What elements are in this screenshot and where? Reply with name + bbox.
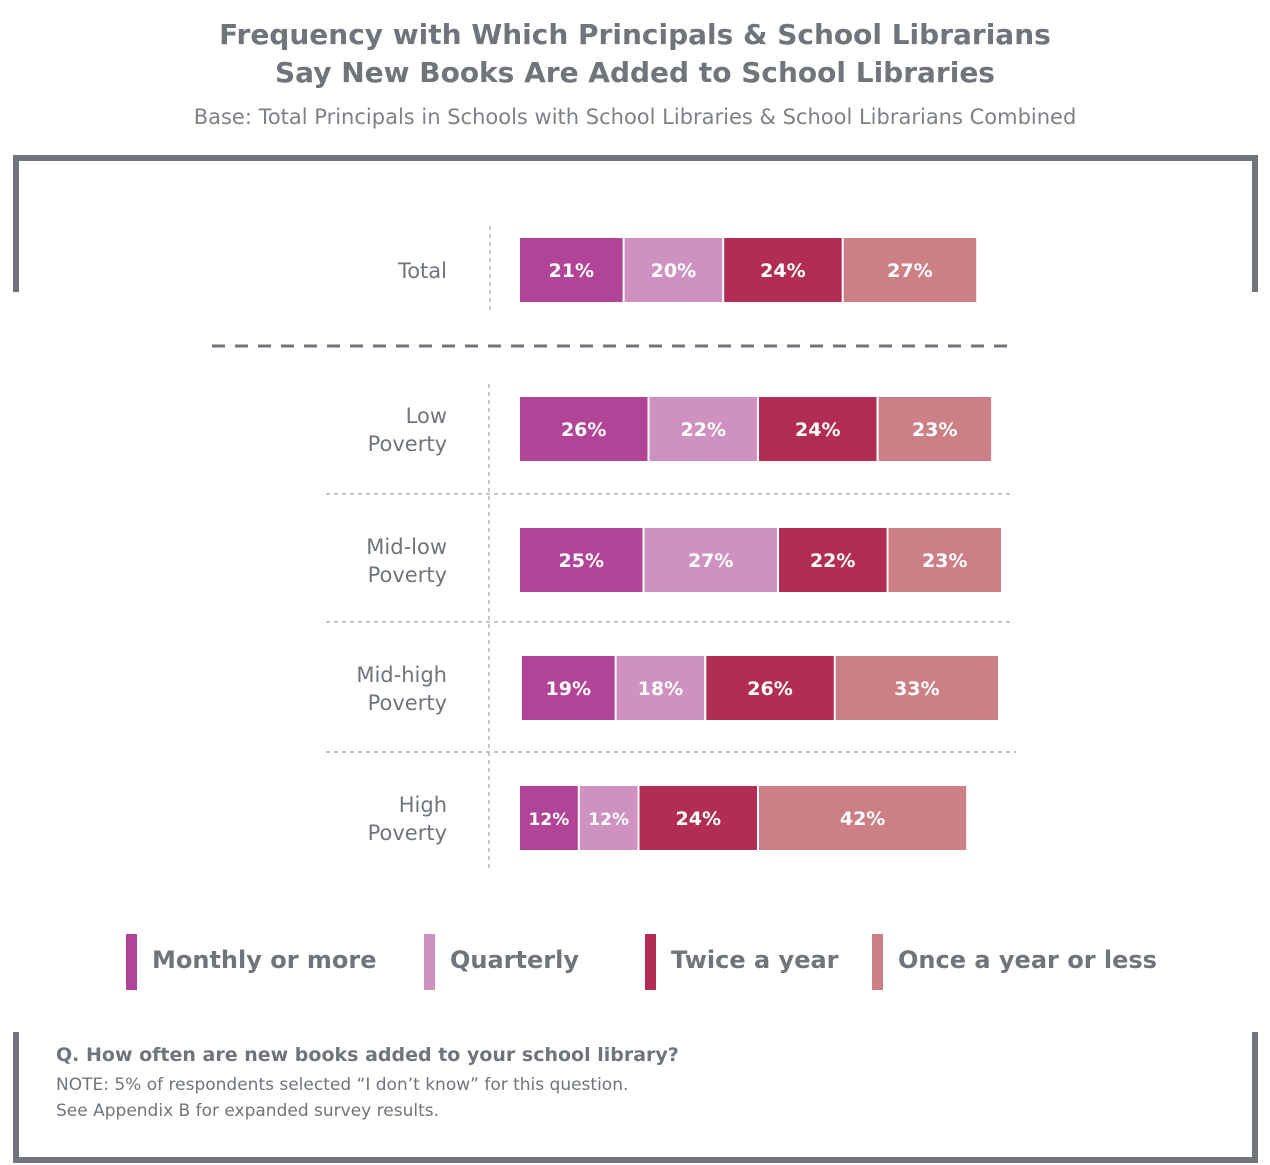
bar-value-label: 19% <box>546 678 591 700</box>
bar-value-label: 24% <box>676 808 721 830</box>
bar-value-label: 20% <box>651 260 696 282</box>
bar-segment <box>888 528 1001 592</box>
bar-value-label: 42% <box>840 808 885 830</box>
bar-value-label: 33% <box>894 678 939 700</box>
bar-segment <box>843 238 977 302</box>
bar-value-label: 26% <box>561 419 606 441</box>
bar-value-label: 22% <box>681 419 726 441</box>
chart-title: Frequency with Which Principals & School… <box>0 16 1270 92</box>
category-label: Mid-low Poverty <box>366 535 447 587</box>
bar-segment <box>624 238 723 302</box>
bar-value-label: 21% <box>549 260 594 282</box>
category-label: High Poverty <box>368 793 447 845</box>
chart-subtitle: Base: Total Principals in Schools with S… <box>193 105 1077 129</box>
legend-swatch <box>126 934 137 990</box>
bar-value-label: 23% <box>912 419 957 441</box>
bar-value-label: 12% <box>588 810 629 830</box>
bar-segment <box>878 397 992 461</box>
bar-segment <box>520 528 643 592</box>
bar-value-label: 27% <box>688 550 733 572</box>
bar-value-label: 22% <box>810 550 855 572</box>
category-label: Total <box>397 259 447 283</box>
bar-segment <box>759 397 877 461</box>
footer-notes: Q. How often are new books added to your… <box>56 1044 679 1124</box>
top-frame-bracket <box>13 155 1258 292</box>
bar-value-label: 23% <box>922 550 967 572</box>
category-labels: Total Low Poverty Mid-low Poverty Mid-high Pov… <box>356 259 447 845</box>
bars-group: 21% 20% 24% 27% 26% 22% 24% 23% 25% 27% 22% 23% 19% 1… <box>520 238 1001 850</box>
bar-value-label: 27% <box>887 260 932 282</box>
bar-value-label: 25% <box>559 550 604 572</box>
bar-value-label: 26% <box>747 678 792 700</box>
legend-label: Twice a year <box>671 946 839 974</box>
legend-label: Quarterly <box>450 946 579 974</box>
bar-value-label: 24% <box>795 419 840 441</box>
bottom-frame-bracket <box>13 1032 1258 1163</box>
bar-value-label: 18% <box>638 678 683 700</box>
bar-segment <box>779 528 887 592</box>
bar-segment <box>520 786 578 850</box>
bar-segment <box>522 656 615 720</box>
bar-segment <box>649 397 758 461</box>
bar-value-label: 12% <box>529 810 570 830</box>
category-label: Mid-high Poverty <box>356 663 447 715</box>
bar-segment <box>579 786 638 850</box>
legend-label: Monthly or more <box>152 946 377 974</box>
title-line-1: Frequency with Which Principals & School… <box>219 18 1051 51</box>
bar-value-label: 24% <box>760 260 805 282</box>
survey-question: Q. How often are new books added to your… <box>56 1044 679 1066</box>
bar-segment <box>616 656 705 720</box>
bar-segment <box>706 656 834 720</box>
legend-swatch <box>645 934 656 990</box>
legend-label: Once a year or less <box>898 946 1157 974</box>
bar-segment <box>639 786 757 850</box>
bar-segment <box>759 786 967 850</box>
footer-appendix-note: See Appendix B for expanded survey resul… <box>56 1101 439 1121</box>
legend-swatch <box>424 934 435 990</box>
legend-swatch <box>872 934 883 990</box>
bar-segment <box>835 656 998 720</box>
category-label: Low Poverty <box>368 404 447 456</box>
bar-segment <box>520 397 648 461</box>
title-line-2: Say New Books Are Added to School Librar… <box>275 56 995 89</box>
bar-segment <box>724 238 842 302</box>
footer-note: NOTE: 5% of respondents selected “I don’… <box>56 1075 629 1095</box>
bar-segment <box>520 238 623 302</box>
bar-segment <box>644 528 777 592</box>
